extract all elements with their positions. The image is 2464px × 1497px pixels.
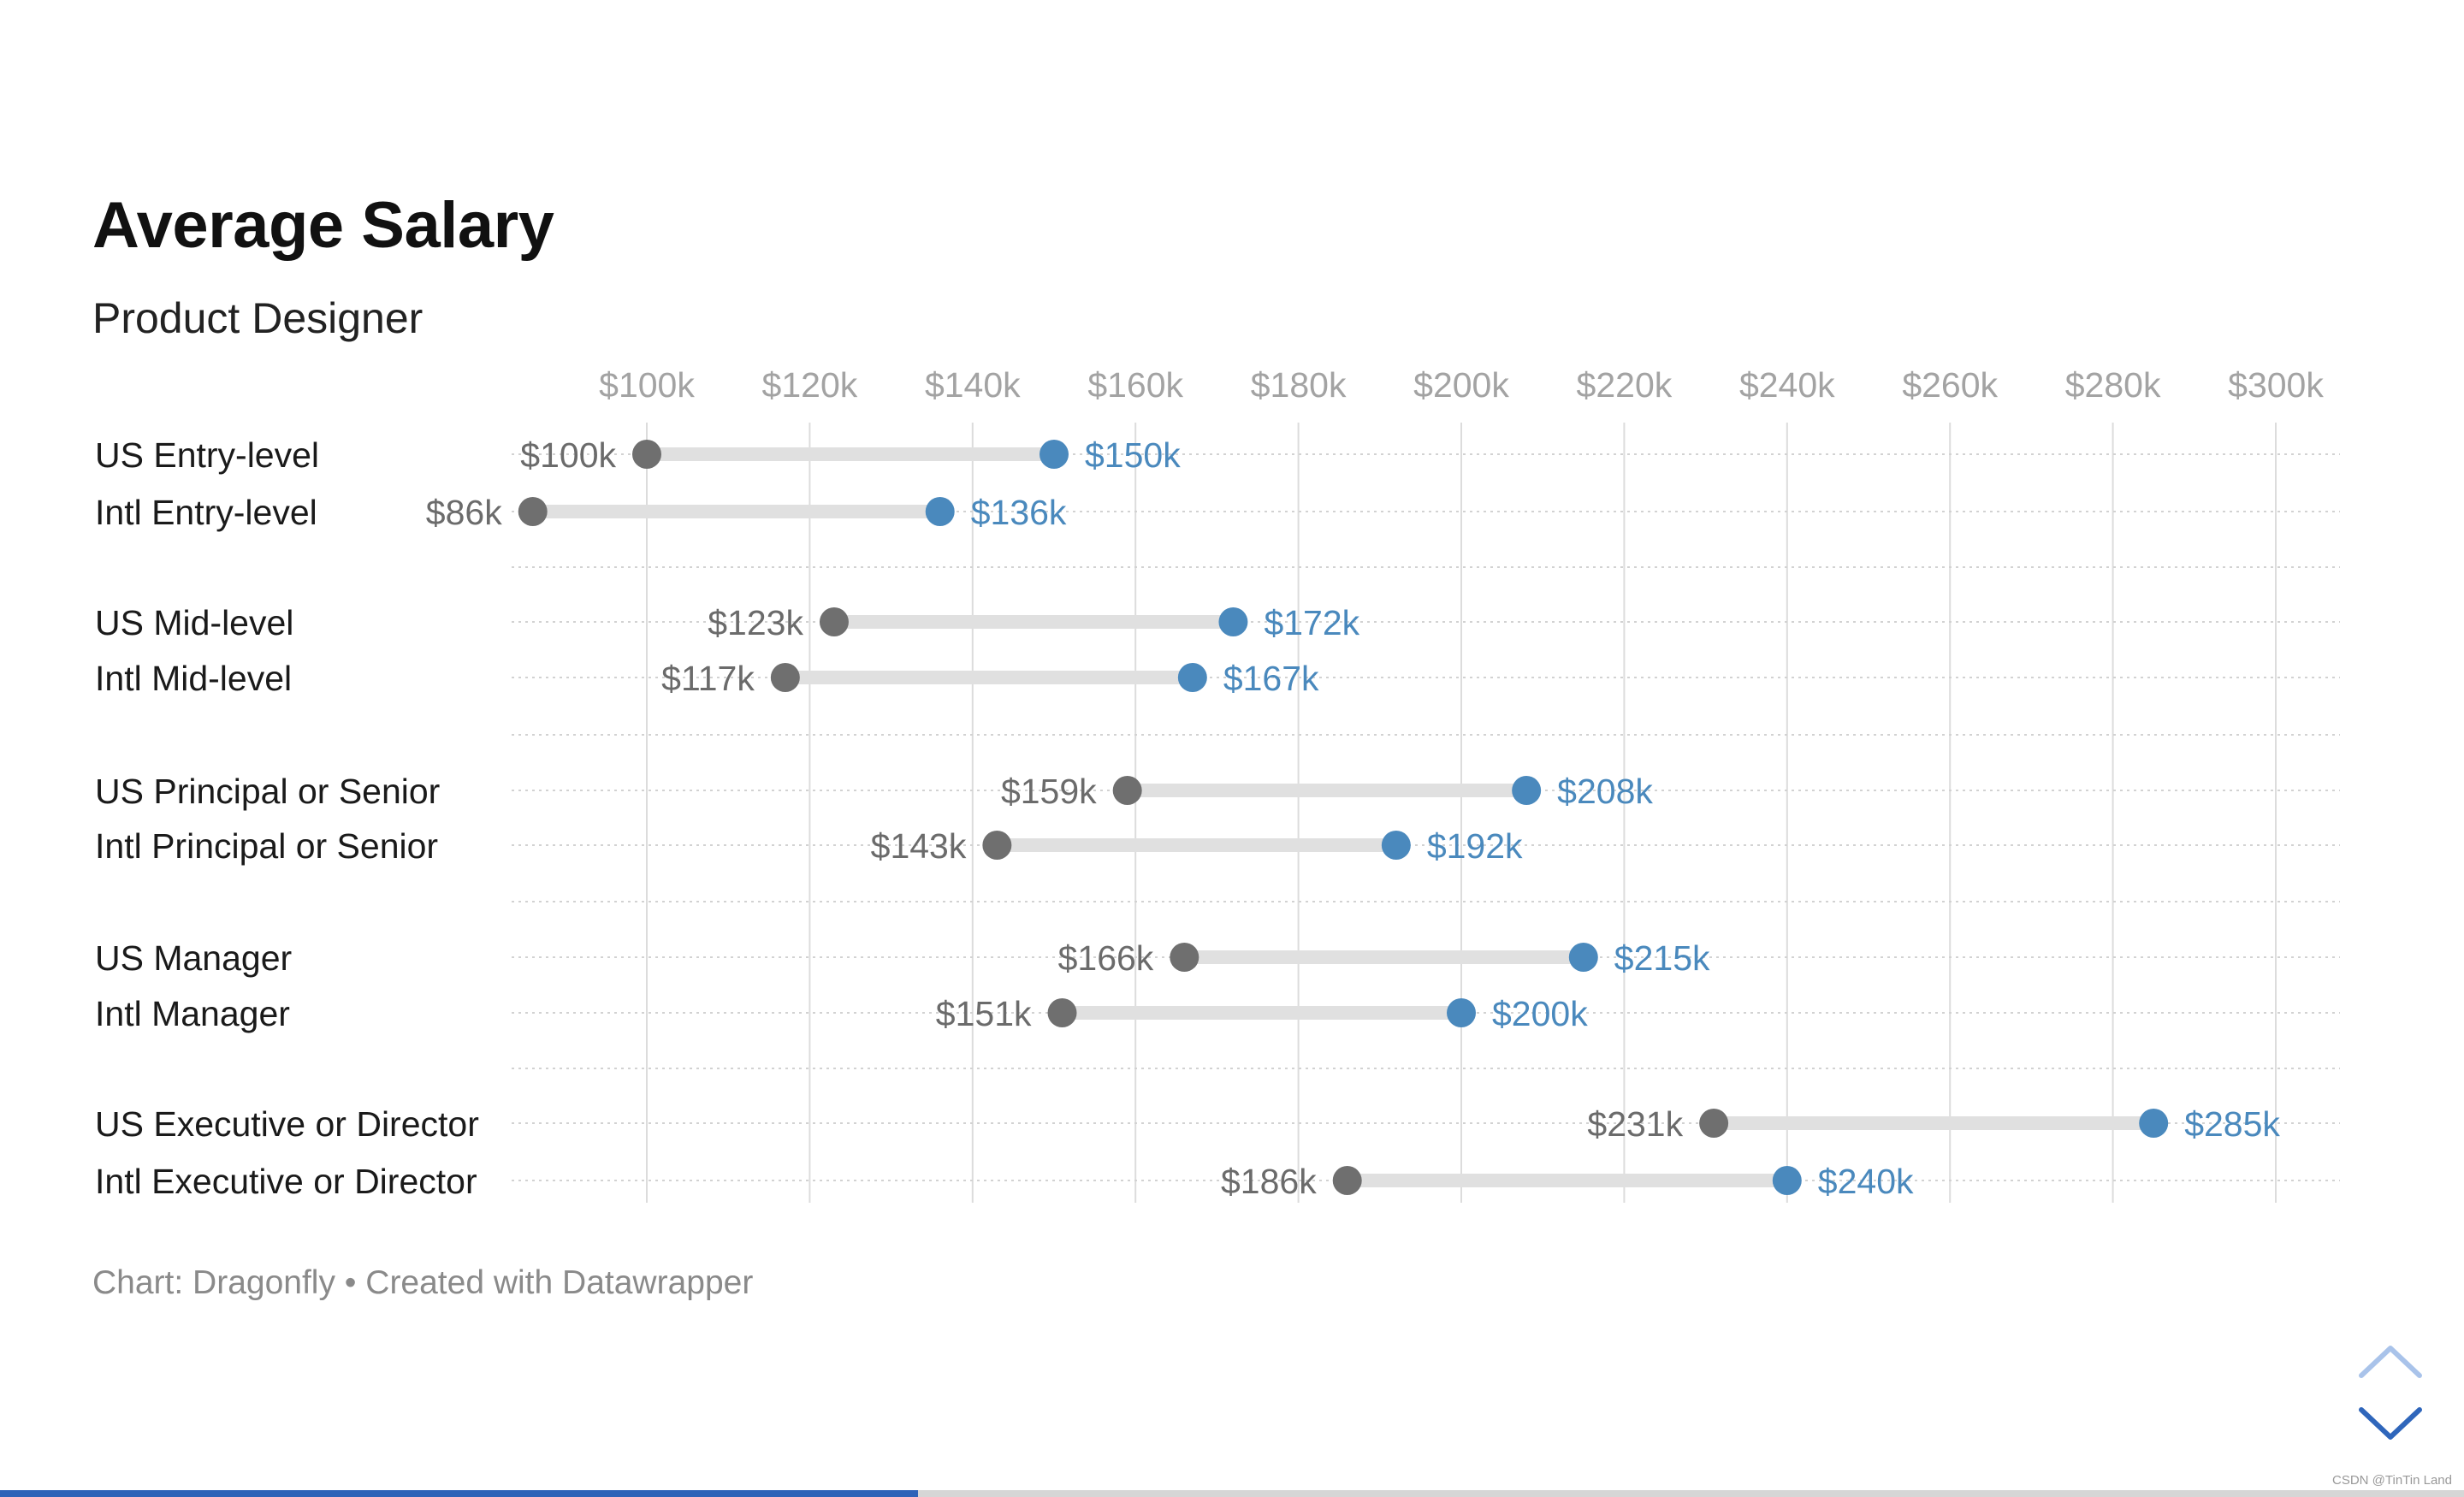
low-value-dot bbox=[1170, 943, 1199, 972]
low-value-label: $151k bbox=[936, 994, 1032, 1033]
low-value-label: $86k bbox=[426, 493, 502, 532]
low-value-dot bbox=[1047, 998, 1077, 1027]
x-tick-label: $240k bbox=[1739, 365, 1835, 405]
chart-subtitle: Product Designer bbox=[92, 294, 424, 342]
high-value-label: $208k bbox=[1557, 772, 1653, 811]
low-value-dot bbox=[1112, 776, 1142, 805]
high-value-dot bbox=[1447, 998, 1476, 1027]
x-tick-label: $200k bbox=[1413, 365, 1509, 405]
row-label: Intl Entry-level bbox=[95, 493, 317, 532]
x-tick-label: $280k bbox=[2065, 365, 2161, 405]
row-label: Intl Principal or Senior bbox=[95, 826, 438, 866]
presentation-progress-fill bbox=[0, 1490, 918, 1497]
watermark: CSDN @TinTin Land bbox=[2332, 1473, 2452, 1488]
high-value-dot bbox=[1568, 943, 1598, 972]
high-value-label: $285k bbox=[2184, 1104, 2280, 1144]
high-value-dot bbox=[1040, 440, 1069, 469]
high-value-dot bbox=[1381, 831, 1411, 860]
low-value-dot bbox=[819, 607, 849, 636]
row-label: Intl Manager bbox=[95, 994, 290, 1033]
chevron-down-icon bbox=[2359, 1407, 2422, 1440]
x-tick-label: $220k bbox=[1577, 365, 1673, 405]
x-tick-label: $260k bbox=[1902, 365, 1998, 405]
low-value-label: $123k bbox=[708, 603, 803, 642]
low-value-label: $231k bbox=[1587, 1104, 1683, 1144]
high-value-label: $136k bbox=[971, 493, 1067, 532]
x-tick-label: $100k bbox=[599, 365, 695, 405]
low-value-label: $100k bbox=[520, 435, 616, 475]
x-tick-label: $160k bbox=[1087, 365, 1183, 405]
low-value-label: $143k bbox=[871, 826, 967, 866]
low-value-dot bbox=[1332, 1166, 1362, 1195]
high-value-label: $200k bbox=[1492, 994, 1588, 1033]
row-label: US Mid-level bbox=[95, 603, 293, 642]
low-value-dot bbox=[632, 440, 661, 469]
chart-title: Average Salary bbox=[92, 189, 554, 262]
next-slide-button[interactable] bbox=[2354, 1399, 2426, 1447]
high-value-dot bbox=[2139, 1109, 2169, 1138]
high-value-label: $167k bbox=[1223, 659, 1319, 698]
x-tick-label: $140k bbox=[925, 365, 1021, 405]
low-value-dot bbox=[770, 663, 800, 692]
high-value-dot bbox=[1218, 607, 1248, 636]
high-value-label: $150k bbox=[1085, 435, 1181, 475]
high-value-dot bbox=[1177, 663, 1207, 692]
chart-notes: Chart: Dragonfly • Created with Datawrap… bbox=[92, 1264, 754, 1301]
row-label: Intl Mid-level bbox=[95, 659, 292, 698]
low-value-label: $117k bbox=[661, 659, 755, 698]
low-value-label: $186k bbox=[1221, 1162, 1317, 1201]
row-label: US Principal or Senior bbox=[95, 772, 440, 811]
high-value-label: $172k bbox=[1264, 603, 1359, 642]
low-value-dot bbox=[518, 497, 548, 526]
presentation-progress-bar bbox=[0, 1490, 2464, 1497]
low-value-label: $159k bbox=[1001, 772, 1097, 811]
x-tick-label: $120k bbox=[762, 365, 858, 405]
row-label: US Manager bbox=[95, 938, 292, 978]
row-label: US Entry-level bbox=[95, 435, 319, 475]
high-value-dot bbox=[1772, 1166, 1802, 1195]
high-value-dot bbox=[925, 497, 955, 526]
high-value-label: $215k bbox=[1614, 938, 1710, 978]
previous-slide-button[interactable] bbox=[2354, 1338, 2426, 1386]
high-value-dot bbox=[1512, 776, 1542, 805]
x-tick-label: $300k bbox=[2228, 365, 2324, 405]
high-value-label: $240k bbox=[1818, 1162, 1914, 1201]
low-value-label: $166k bbox=[1058, 938, 1154, 978]
low-value-dot bbox=[1699, 1109, 1729, 1138]
row-label: US Executive or Director bbox=[95, 1104, 479, 1144]
high-value-label: $192k bbox=[1427, 826, 1523, 866]
row-label: Intl Executive or Director bbox=[95, 1162, 477, 1201]
chevron-up-icon bbox=[2359, 1346, 2422, 1378]
low-value-dot bbox=[982, 831, 1012, 860]
x-tick-label: $180k bbox=[1251, 365, 1347, 405]
